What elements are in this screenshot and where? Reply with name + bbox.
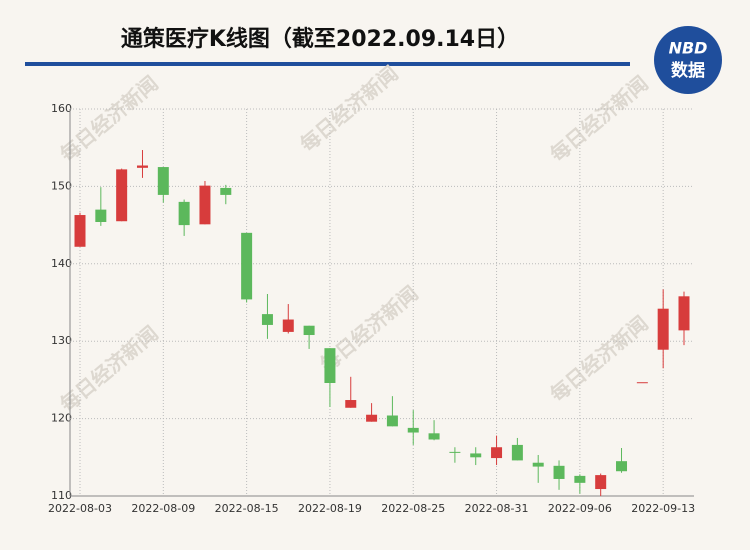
candle-body bbox=[616, 461, 628, 472]
x-tick-label: 2022-08-09 bbox=[131, 502, 195, 515]
candle-body bbox=[261, 314, 273, 325]
y-tick-label: 120 bbox=[51, 412, 72, 425]
y-tick-label: 130 bbox=[51, 334, 72, 347]
candle-body bbox=[366, 414, 378, 422]
candle-body bbox=[470, 453, 482, 458]
candle-body bbox=[282, 319, 294, 332]
candle-body bbox=[303, 325, 315, 336]
candle-body bbox=[178, 201, 190, 226]
title-rule bbox=[25, 62, 630, 66]
x-tick-label: 2022-08-31 bbox=[465, 502, 529, 515]
candle-body bbox=[657, 308, 669, 350]
candle-body bbox=[449, 451, 461, 453]
candle-body bbox=[324, 348, 336, 383]
candle-body bbox=[428, 433, 440, 440]
candle-body bbox=[491, 447, 503, 459]
x-tick-label: 2022-09-06 bbox=[548, 502, 612, 515]
candle-body bbox=[386, 415, 398, 427]
candle-body bbox=[511, 444, 523, 461]
y-tick-label: 160 bbox=[51, 102, 72, 115]
candle-body bbox=[407, 427, 419, 433]
candle-body bbox=[220, 187, 232, 195]
candle-body bbox=[345, 400, 357, 408]
y-tick-label: 150 bbox=[51, 179, 72, 192]
candle-body bbox=[241, 232, 253, 300]
x-tick-label: 2022-08-19 bbox=[298, 502, 362, 515]
candle-body bbox=[574, 475, 586, 483]
x-tick-label: 2022-08-15 bbox=[215, 502, 279, 515]
candle-body bbox=[678, 296, 690, 331]
candle-body bbox=[95, 209, 107, 223]
y-tick-label: 140 bbox=[51, 257, 72, 270]
candle-body bbox=[636, 382, 648, 384]
logo-bottom: 数据 bbox=[671, 60, 705, 81]
candle-body bbox=[532, 462, 544, 467]
logo-top: NBD bbox=[669, 39, 708, 58]
candle-body bbox=[553, 465, 565, 479]
x-tick-label: 2022-08-03 bbox=[48, 502, 112, 515]
candle-body bbox=[74, 215, 86, 247]
logo bbox=[654, 26, 722, 94]
candle-body bbox=[199, 185, 211, 225]
x-tick-label: 2022-09-13 bbox=[631, 502, 695, 515]
candle-body bbox=[595, 475, 607, 490]
y-tick-label: 110 bbox=[51, 489, 72, 502]
candle-body bbox=[157, 167, 169, 195]
candle-body bbox=[136, 165, 148, 168]
x-tick-label: 2022-08-25 bbox=[381, 502, 445, 515]
candle-body bbox=[116, 169, 128, 222]
chart-title: 通策医疗K线图（截至2022.09.14日） bbox=[121, 26, 519, 52]
